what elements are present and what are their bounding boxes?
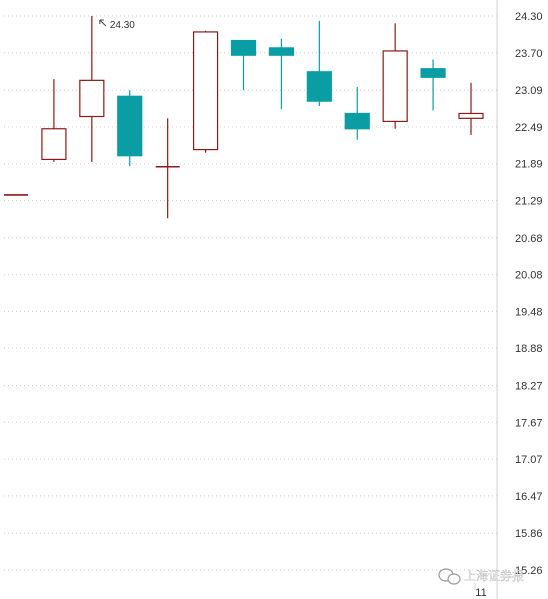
y-tick-label: 17.07 bbox=[515, 454, 543, 466]
y-tick-label: 16.47 bbox=[515, 491, 543, 503]
grid bbox=[4, 15, 497, 571]
candles bbox=[4, 16, 484, 219]
y-tick-label: 23.70 bbox=[515, 48, 543, 60]
y-tick-label: 21.29 bbox=[515, 195, 543, 207]
y-axis: 24.30 23.70 23.09 22.49 21.89 21.29 20.68 20.08… bbox=[496, 0, 543, 599]
y-tick-label: 15.86 bbox=[515, 528, 543, 540]
candle-body bbox=[420, 68, 446, 78]
x-axis: 11 bbox=[474, 583, 487, 599]
annotation-label: 24.30 bbox=[110, 20, 135, 31]
candle-body bbox=[306, 71, 332, 102]
y-tick-label: 24.30 bbox=[515, 11, 543, 23]
y-tick-label: 23.09 bbox=[515, 85, 543, 97]
y-tick-label: 22.49 bbox=[515, 122, 543, 134]
candle-body bbox=[458, 112, 484, 119]
candle-body bbox=[382, 50, 408, 123]
y-tick-label: 18.88 bbox=[515, 343, 543, 355]
candle bbox=[420, 59, 446, 111]
watermark-text: 上海证券报 bbox=[464, 568, 524, 583]
candle bbox=[41, 79, 67, 162]
y-tick-label: 15.26 bbox=[515, 565, 543, 577]
watermark: 上海证券报 bbox=[438, 568, 524, 585]
candle bbox=[79, 16, 105, 162]
y-tick-label: 21.89 bbox=[515, 159, 543, 171]
candle bbox=[382, 23, 408, 129]
candle-body bbox=[344, 112, 370, 130]
candle bbox=[155, 118, 180, 219]
annotations: 24.30 bbox=[99, 19, 135, 31]
candle-body bbox=[192, 31, 219, 151]
candle bbox=[306, 20, 332, 107]
candle bbox=[230, 39, 257, 91]
candle bbox=[344, 87, 370, 140]
y-tick-label: 20.08 bbox=[515, 270, 543, 282]
candle-body bbox=[230, 39, 257, 56]
candle bbox=[458, 82, 484, 135]
candle-body bbox=[41, 128, 67, 161]
y-tick-label: 20.68 bbox=[515, 233, 543, 245]
y-tick-label: 17.67 bbox=[515, 417, 543, 429]
candle-body bbox=[268, 47, 295, 56]
candle bbox=[192, 30, 219, 153]
candle bbox=[268, 38, 295, 110]
y-tick-label: 19.48 bbox=[515, 306, 543, 318]
candle-body bbox=[79, 79, 105, 118]
y-tick-label: 18.27 bbox=[515, 381, 543, 393]
wechat-icon bbox=[438, 568, 461, 585]
annotation-arrow-icon bbox=[99, 19, 107, 27]
candle bbox=[117, 90, 143, 167]
candle-body bbox=[117, 95, 143, 157]
x-tick-label: 11 bbox=[475, 587, 486, 599]
